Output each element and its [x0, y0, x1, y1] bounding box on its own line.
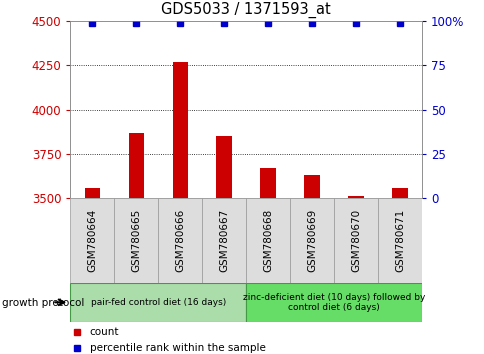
Text: GSM780671: GSM780671	[394, 209, 404, 272]
Bar	[114, 198, 158, 283]
Bar	[84, 188, 100, 198]
Text: GSM780666: GSM780666	[175, 209, 185, 272]
Bar	[260, 168, 275, 198]
Text: GSM780667: GSM780667	[219, 209, 228, 272]
Bar	[216, 136, 231, 198]
Bar	[70, 283, 245, 322]
Text: GSM780665: GSM780665	[131, 209, 141, 272]
Text: pair-fed control diet (16 days): pair-fed control diet (16 days)	[91, 298, 226, 307]
Bar	[348, 196, 363, 198]
Bar	[158, 198, 202, 283]
Bar	[172, 62, 187, 198]
Text: GSM780668: GSM780668	[263, 209, 272, 272]
Text: GSM780664: GSM780664	[87, 209, 97, 272]
Bar	[304, 175, 319, 198]
Bar	[128, 133, 144, 198]
Bar	[202, 198, 245, 283]
Bar	[392, 188, 407, 198]
Text: count: count	[90, 327, 119, 337]
Text: GSM780670: GSM780670	[350, 209, 360, 272]
Bar	[70, 198, 114, 283]
Text: zinc-deficient diet (10 days) followed by
control diet (6 days): zinc-deficient diet (10 days) followed b…	[242, 293, 424, 312]
Text: percentile rank within the sample: percentile rank within the sample	[90, 343, 265, 353]
Bar	[245, 283, 421, 322]
Text: growth protocol: growth protocol	[2, 298, 85, 308]
Bar	[377, 198, 421, 283]
Bar	[245, 198, 289, 283]
Text: GSM780669: GSM780669	[306, 209, 317, 272]
Bar	[289, 198, 333, 283]
Bar	[333, 198, 377, 283]
Title: GDS5033 / 1371593_at: GDS5033 / 1371593_at	[161, 2, 330, 18]
